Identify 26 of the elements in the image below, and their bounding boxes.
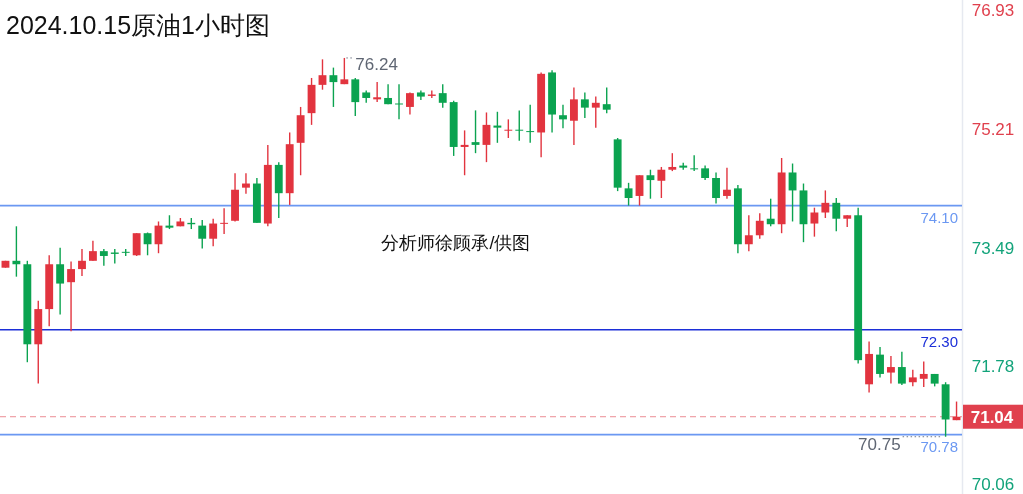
ref-line-label: 74.10: [920, 208, 958, 226]
y-tick-label: 73.49: [971, 238, 1015, 258]
y-tick-label: 70.06: [971, 475, 1015, 494]
candlestick: [821, 189, 830, 219]
annotation: 分析师徐顾承/供图: [381, 233, 531, 253]
candlestick: [296, 106, 305, 176]
y-tick-label: 75.21: [971, 120, 1015, 140]
ref-line-label: 72.30: [920, 332, 958, 350]
candlestick: [329, 66, 338, 108]
candlestick: [602, 86, 611, 114]
chart-title: 2024.10.15原油1小时图: [6, 11, 271, 39]
candlestick: [919, 360, 928, 388]
candlestick: [832, 197, 841, 232]
candlestick: [438, 83, 447, 109]
annotation: 70.75: [858, 434, 901, 454]
candlestick: [624, 182, 633, 207]
candlestick: [416, 89, 425, 101]
ref-line-label: 71.04: [970, 407, 1014, 427]
y-tick-label: 71.78: [971, 356, 1015, 376]
candlestick: [351, 77, 360, 117]
ref-line-label: 70.78: [920, 437, 958, 455]
candlestick: [591, 95, 600, 129]
candlestick: [613, 137, 622, 192]
annotation: 76.24: [355, 54, 398, 74]
y-tick-label: 76.93: [971, 1, 1015, 21]
candlestick: [340, 57, 349, 85]
